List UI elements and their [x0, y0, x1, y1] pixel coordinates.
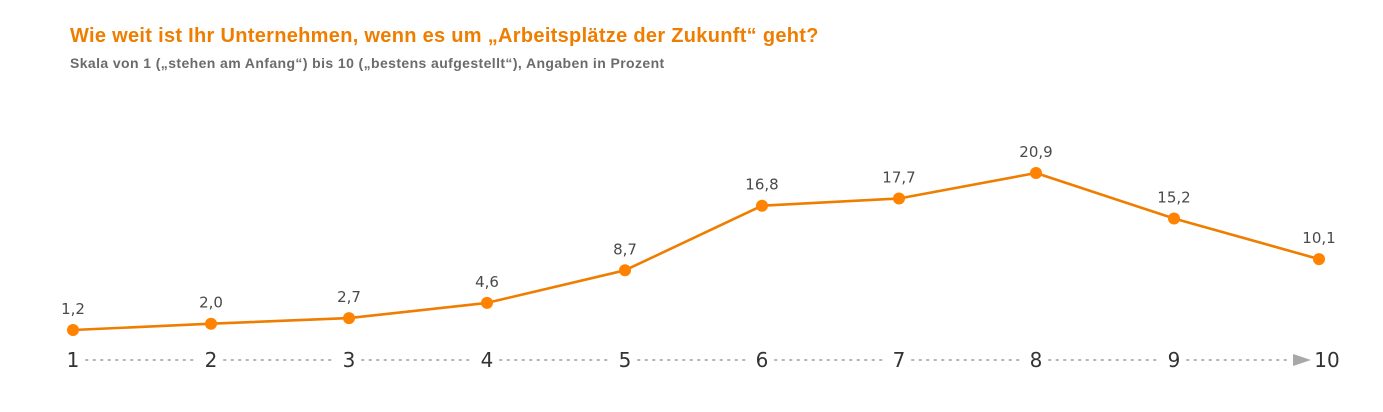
x-tick-label: 5 [619, 348, 632, 372]
data-label: 15,2 [1157, 189, 1190, 207]
series-line-layer [72, 171, 1320, 332]
series-line [72, 171, 1320, 332]
data-point [756, 199, 768, 212]
data-label: 10,1 [1302, 229, 1335, 247]
chart-subtitle: Skala von 1 („stehen am Anfang“) bis 10 … [70, 55, 665, 71]
data-label: 1,2 [61, 300, 85, 318]
data-label: 2,0 [199, 294, 223, 312]
data-label: 2,7 [337, 288, 361, 306]
chart-title: Wie weit ist Ihr Unternehmen, wenn es um… [70, 25, 819, 47]
data-points [67, 167, 1325, 336]
x-tick-label: 9 [1168, 348, 1181, 372]
x-tick-label: 7 [893, 348, 906, 372]
data-point [481, 296, 493, 309]
data-label: 16,8 [745, 176, 778, 194]
data-label: 20,9 [1019, 143, 1052, 161]
axis-arrow-icon [1293, 354, 1311, 366]
data-point [67, 324, 79, 336]
x-tick-label: 4 [481, 348, 494, 372]
data-point [619, 264, 631, 277]
data-point [1313, 253, 1325, 266]
x-tick-label: 2 [205, 348, 218, 372]
data-point [343, 312, 355, 325]
x-axis: 1 2 3 4 5 6 7 8 9 10 [67, 348, 1340, 372]
x-tick-label: 8 [1030, 348, 1043, 372]
data-labels: 1,2 2,0 2,7 4,6 8,7 16,8 17,7 20,9 15,2 10,1 [61, 143, 1336, 318]
data-label: 4,6 [475, 273, 499, 291]
x-tick-label: 10 [1314, 348, 1339, 372]
data-point [205, 317, 217, 330]
x-tick-label: 3 [343, 348, 356, 372]
data-point [1168, 212, 1180, 225]
x-tick-label: 6 [756, 348, 769, 372]
x-tick-label: 1 [67, 348, 80, 372]
data-point [1030, 167, 1042, 179]
data-point [893, 192, 905, 205]
data-label: 17,7 [882, 169, 915, 187]
data-label: 8,7 [613, 240, 637, 258]
